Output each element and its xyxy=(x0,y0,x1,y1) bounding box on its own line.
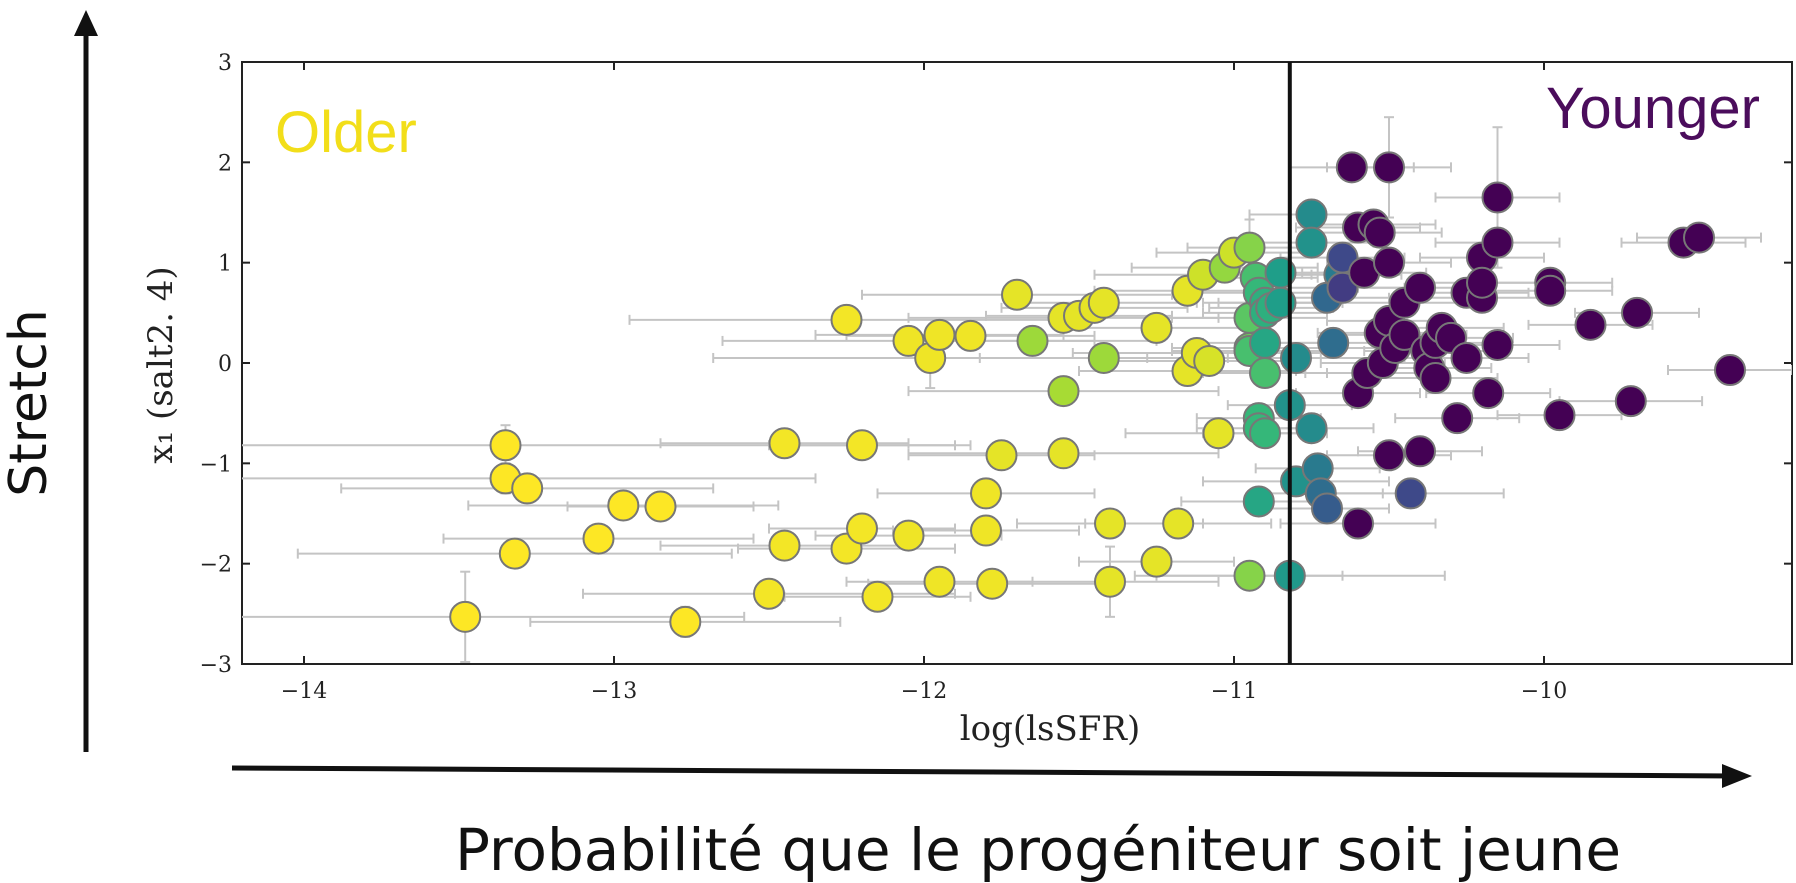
data-point xyxy=(1404,271,1436,304)
x-tick-label: −13 xyxy=(591,679,637,704)
y-tick-label: 1 xyxy=(218,252,232,277)
data-point xyxy=(1295,198,1328,231)
data-point xyxy=(1481,181,1514,214)
data-point xyxy=(768,427,801,460)
data-point xyxy=(861,580,894,613)
data-point xyxy=(985,439,1018,472)
data-point xyxy=(1233,231,1266,264)
data-point xyxy=(1193,344,1226,377)
data-point xyxy=(1233,559,1266,592)
y-tick-label: −2 xyxy=(200,553,232,578)
plot-frame xyxy=(241,61,1793,665)
data-point xyxy=(1373,151,1405,184)
data-point xyxy=(1087,341,1120,374)
y-tick-label: 0 xyxy=(218,352,232,377)
data-point xyxy=(1016,324,1049,357)
data-point xyxy=(1326,271,1359,304)
data-point xyxy=(489,429,522,462)
data-point xyxy=(644,490,677,523)
younger-annotation: Younger xyxy=(1546,76,1760,141)
x-tick-label: −14 xyxy=(281,679,327,704)
data-point xyxy=(1614,385,1647,418)
data-point xyxy=(1047,437,1080,470)
data-point xyxy=(1047,375,1080,408)
data-point xyxy=(1280,341,1312,374)
y-axis-label: x₁ (salt2. 4) xyxy=(141,266,181,463)
data-point xyxy=(1311,492,1343,525)
data-point xyxy=(830,303,863,336)
data-point xyxy=(1087,286,1120,319)
data-point xyxy=(753,577,785,610)
older-annotation: Older xyxy=(275,100,417,165)
data-point xyxy=(1450,341,1483,374)
data-point xyxy=(1621,296,1653,329)
data-point xyxy=(1419,362,1452,395)
data-point xyxy=(1094,565,1126,598)
y-tick-label: 2 xyxy=(218,151,232,176)
data-point xyxy=(1202,417,1235,450)
data-point xyxy=(1162,507,1195,540)
data-point xyxy=(1472,377,1505,410)
data-point xyxy=(1242,485,1275,518)
data-point xyxy=(1481,328,1514,361)
data-point xyxy=(976,567,1009,600)
data-point xyxy=(1714,354,1746,387)
data-point xyxy=(1543,399,1576,432)
data-point xyxy=(607,489,640,522)
data-point xyxy=(892,519,925,552)
data-point xyxy=(846,429,878,462)
data-point xyxy=(511,472,544,505)
data-point xyxy=(1295,412,1328,445)
data-point xyxy=(1481,226,1514,259)
data-point xyxy=(970,514,1002,547)
data-point xyxy=(1574,308,1607,341)
x-axis: −14 −13 −12 −11 −10 xyxy=(281,62,1567,704)
x-axis-label: log(lsSFR) xyxy=(960,709,1140,749)
data-point xyxy=(768,529,801,562)
data-point xyxy=(1373,439,1405,472)
data-point xyxy=(1249,326,1281,359)
data-point xyxy=(1342,507,1374,540)
y-tick-label: −1 xyxy=(200,452,232,477)
data-point xyxy=(1404,435,1436,468)
data-point xyxy=(1295,226,1328,259)
data-point xyxy=(1001,278,1033,311)
data-point xyxy=(923,565,956,598)
data-point xyxy=(1317,326,1350,359)
data-point xyxy=(1683,221,1715,254)
data-point xyxy=(923,318,956,351)
data-point xyxy=(1094,507,1126,540)
data-point xyxy=(1140,545,1173,578)
data-point xyxy=(1394,477,1427,510)
x-tick-label: −11 xyxy=(1211,679,1257,704)
data-point xyxy=(449,600,482,633)
data-point xyxy=(1534,274,1567,307)
x-tick-label: −10 xyxy=(1521,679,1567,704)
probability-label: Probabilité que le progéniteur soit jeun… xyxy=(455,816,1621,883)
y-tick-label: −3 xyxy=(200,653,232,678)
x-tick-label: −12 xyxy=(901,679,947,704)
y-axis: −3 −2 −1 0 1 2 3 xyxy=(200,51,1792,678)
data-point xyxy=(1249,357,1281,390)
data-point xyxy=(892,324,925,357)
data-point xyxy=(1249,417,1281,450)
data-point xyxy=(669,605,702,638)
y-tick-label: 3 xyxy=(218,51,232,76)
data-point xyxy=(1140,311,1173,344)
data-point xyxy=(1363,216,1396,249)
stretch-arrow xyxy=(74,10,98,752)
data-point xyxy=(846,512,878,545)
data-point xyxy=(970,477,1002,510)
data-point xyxy=(1388,318,1421,351)
data-point xyxy=(954,319,987,352)
probability-arrow xyxy=(231,764,1752,788)
data-point xyxy=(1441,402,1474,435)
data-point xyxy=(498,537,531,570)
data-point xyxy=(582,522,615,555)
data-point xyxy=(1335,151,1368,184)
data-point xyxy=(1373,246,1405,279)
data-point xyxy=(1466,266,1498,299)
stretch-label: Stretch xyxy=(0,309,59,497)
